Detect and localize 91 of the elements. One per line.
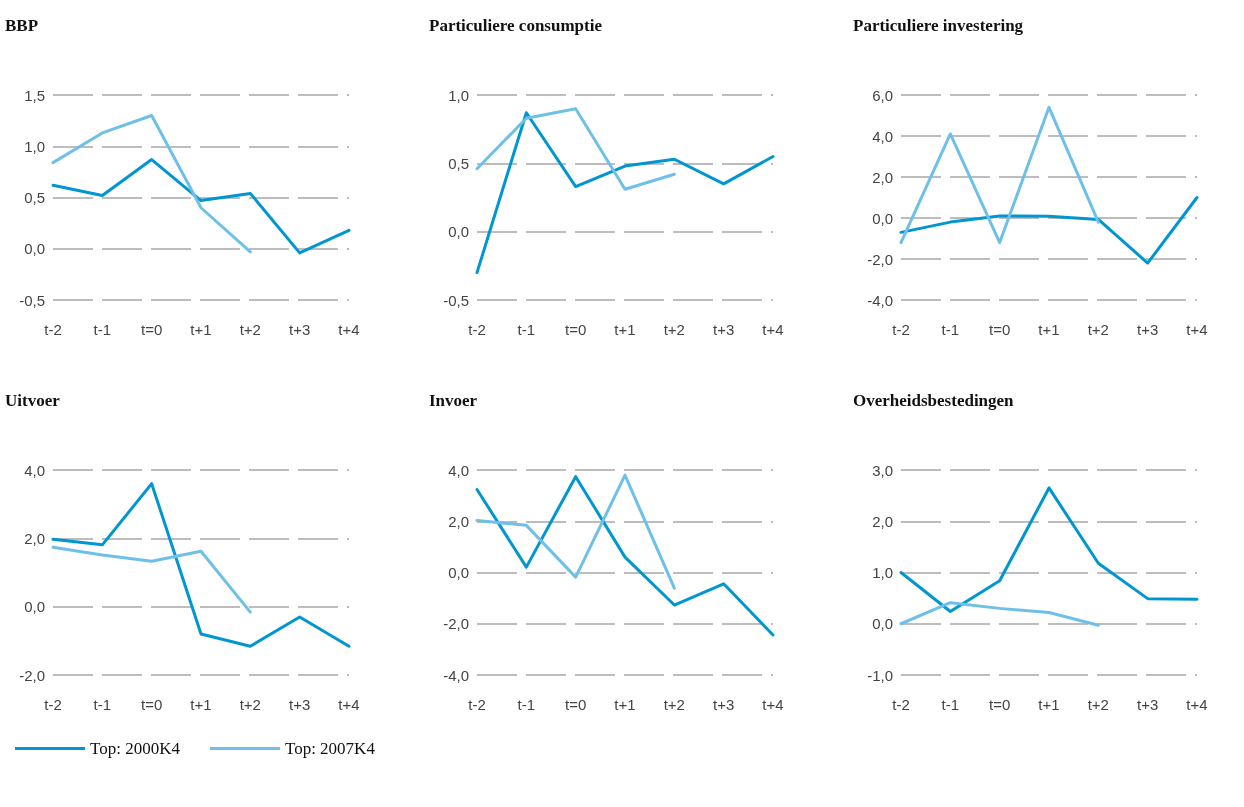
y-tick-label: 2,0	[448, 512, 469, 530]
y-tick-label: -0,5	[443, 291, 469, 309]
legend-label: Top: 2000K4	[90, 739, 181, 758]
x-tick-label: t=0	[141, 696, 163, 713]
x-tick-label: t-2	[892, 696, 910, 713]
y-tick-label: 0,0	[24, 598, 45, 616]
y-tick-label: -0,5	[19, 291, 45, 309]
y-tick-label: 1,0	[448, 86, 469, 104]
y-tick-label: 6,0	[872, 86, 893, 104]
x-tick-label: t+1	[1038, 321, 1060, 338]
y-tick-label: 4,0	[872, 127, 893, 145]
x-tick-label: t-2	[468, 696, 486, 713]
y-tick-label: 0,0	[872, 209, 893, 227]
line-series	[51, 114, 252, 254]
y-tick-label: 2,0	[872, 168, 893, 186]
chart-title: Particuliere consumptie	[429, 16, 603, 35]
y-tick-label: -4,0	[443, 666, 469, 684]
line-series	[51, 545, 252, 614]
x-tick-label: t+1	[614, 321, 636, 338]
x-tick-label: t-2	[44, 696, 62, 713]
line-series	[51, 482, 351, 648]
x-tick-label: t-1	[93, 696, 112, 713]
x-tick-label: t+2	[239, 321, 261, 338]
x-tick-label: t+3	[289, 696, 311, 713]
x-tick-label: t+2	[1087, 696, 1109, 713]
x-tick-label: t+4	[338, 321, 360, 338]
y-tick-label: 0,0	[448, 564, 469, 581]
x-tick-label: t+1	[1038, 696, 1060, 713]
x-tick-label: t+3	[713, 696, 735, 713]
x-tick-label: t+3	[1137, 321, 1159, 338]
chart-title: Invoer	[429, 391, 478, 410]
y-tick-label: -4,0	[867, 291, 893, 309]
x-tick-label: t=0	[565, 321, 587, 338]
y-tick-label: 1,0	[872, 564, 893, 581]
legend-label: Top: 2007K4	[284, 739, 376, 758]
x-tick-label: t+2	[663, 696, 685, 713]
y-tick-label: 0,0	[448, 223, 469, 241]
line-series	[899, 105, 1100, 245]
line-series	[51, 158, 351, 255]
y-tick-label: 0,5	[448, 154, 469, 172]
line-series	[475, 111, 775, 275]
chart-title: Particuliere investering	[853, 16, 1024, 35]
y-tick-label: 0,0	[872, 615, 893, 633]
x-tick-label: t=0	[989, 321, 1011, 338]
x-tick-label: t+3	[289, 321, 311, 338]
x-tick-label: t+4	[762, 696, 784, 713]
y-tick-label: -2,0	[867, 250, 893, 268]
y-tick-label: 2,0	[872, 512, 893, 530]
y-tick-label: 2,0	[24, 529, 45, 547]
x-tick-label: t+4	[1186, 321, 1208, 338]
y-tick-label: 0,5	[24, 189, 45, 206]
x-tick-label: t+4	[762, 321, 784, 338]
x-tick-label: t+1	[614, 696, 636, 713]
x-tick-label: t=0	[565, 696, 587, 713]
x-tick-label: t-2	[468, 321, 486, 338]
x-tick-label: t+3	[1137, 696, 1159, 713]
line-series	[899, 486, 1199, 613]
line-series	[475, 107, 676, 191]
x-tick-label: t-1	[517, 321, 536, 338]
y-tick-label: 4,0	[24, 461, 45, 479]
x-tick-label: t+2	[1087, 321, 1109, 338]
line-series	[475, 473, 676, 590]
x-tick-label: t-1	[941, 321, 960, 338]
x-tick-label: t+1	[190, 321, 212, 338]
x-tick-label: t-1	[93, 321, 112, 338]
chart-title: Overheidsbestedingen	[853, 391, 1015, 410]
y-tick-label: 1,5	[24, 86, 45, 104]
line-series	[899, 601, 1100, 627]
y-tick-label: 1,0	[24, 137, 45, 155]
x-tick-label: t=0	[141, 321, 163, 338]
x-tick-label: t+2	[239, 696, 261, 713]
y-tick-label: -2,0	[443, 615, 469, 633]
y-tick-label: 3,0	[872, 461, 893, 479]
x-tick-label: t-2	[892, 321, 910, 338]
x-tick-label: t+4	[1186, 696, 1208, 713]
x-tick-label: t+4	[338, 696, 360, 713]
x-tick-label: t-1	[517, 696, 536, 713]
y-tick-label: 0,0	[24, 240, 45, 258]
x-tick-label: t-1	[941, 696, 960, 713]
line-series	[475, 475, 775, 637]
x-tick-label: t=0	[989, 696, 1011, 713]
x-tick-label: t+2	[663, 321, 685, 338]
y-tick-label: -2,0	[19, 666, 45, 684]
x-tick-label: t+3	[713, 321, 735, 338]
x-tick-label: t+1	[190, 696, 212, 713]
y-tick-label: 4,0	[448, 461, 469, 479]
chart-title: Uitvoer	[5, 391, 61, 410]
line-series	[899, 196, 1199, 265]
y-tick-label: -1,0	[867, 666, 893, 684]
x-tick-label: t-2	[44, 321, 62, 338]
chart-title: BBP	[5, 16, 39, 35]
